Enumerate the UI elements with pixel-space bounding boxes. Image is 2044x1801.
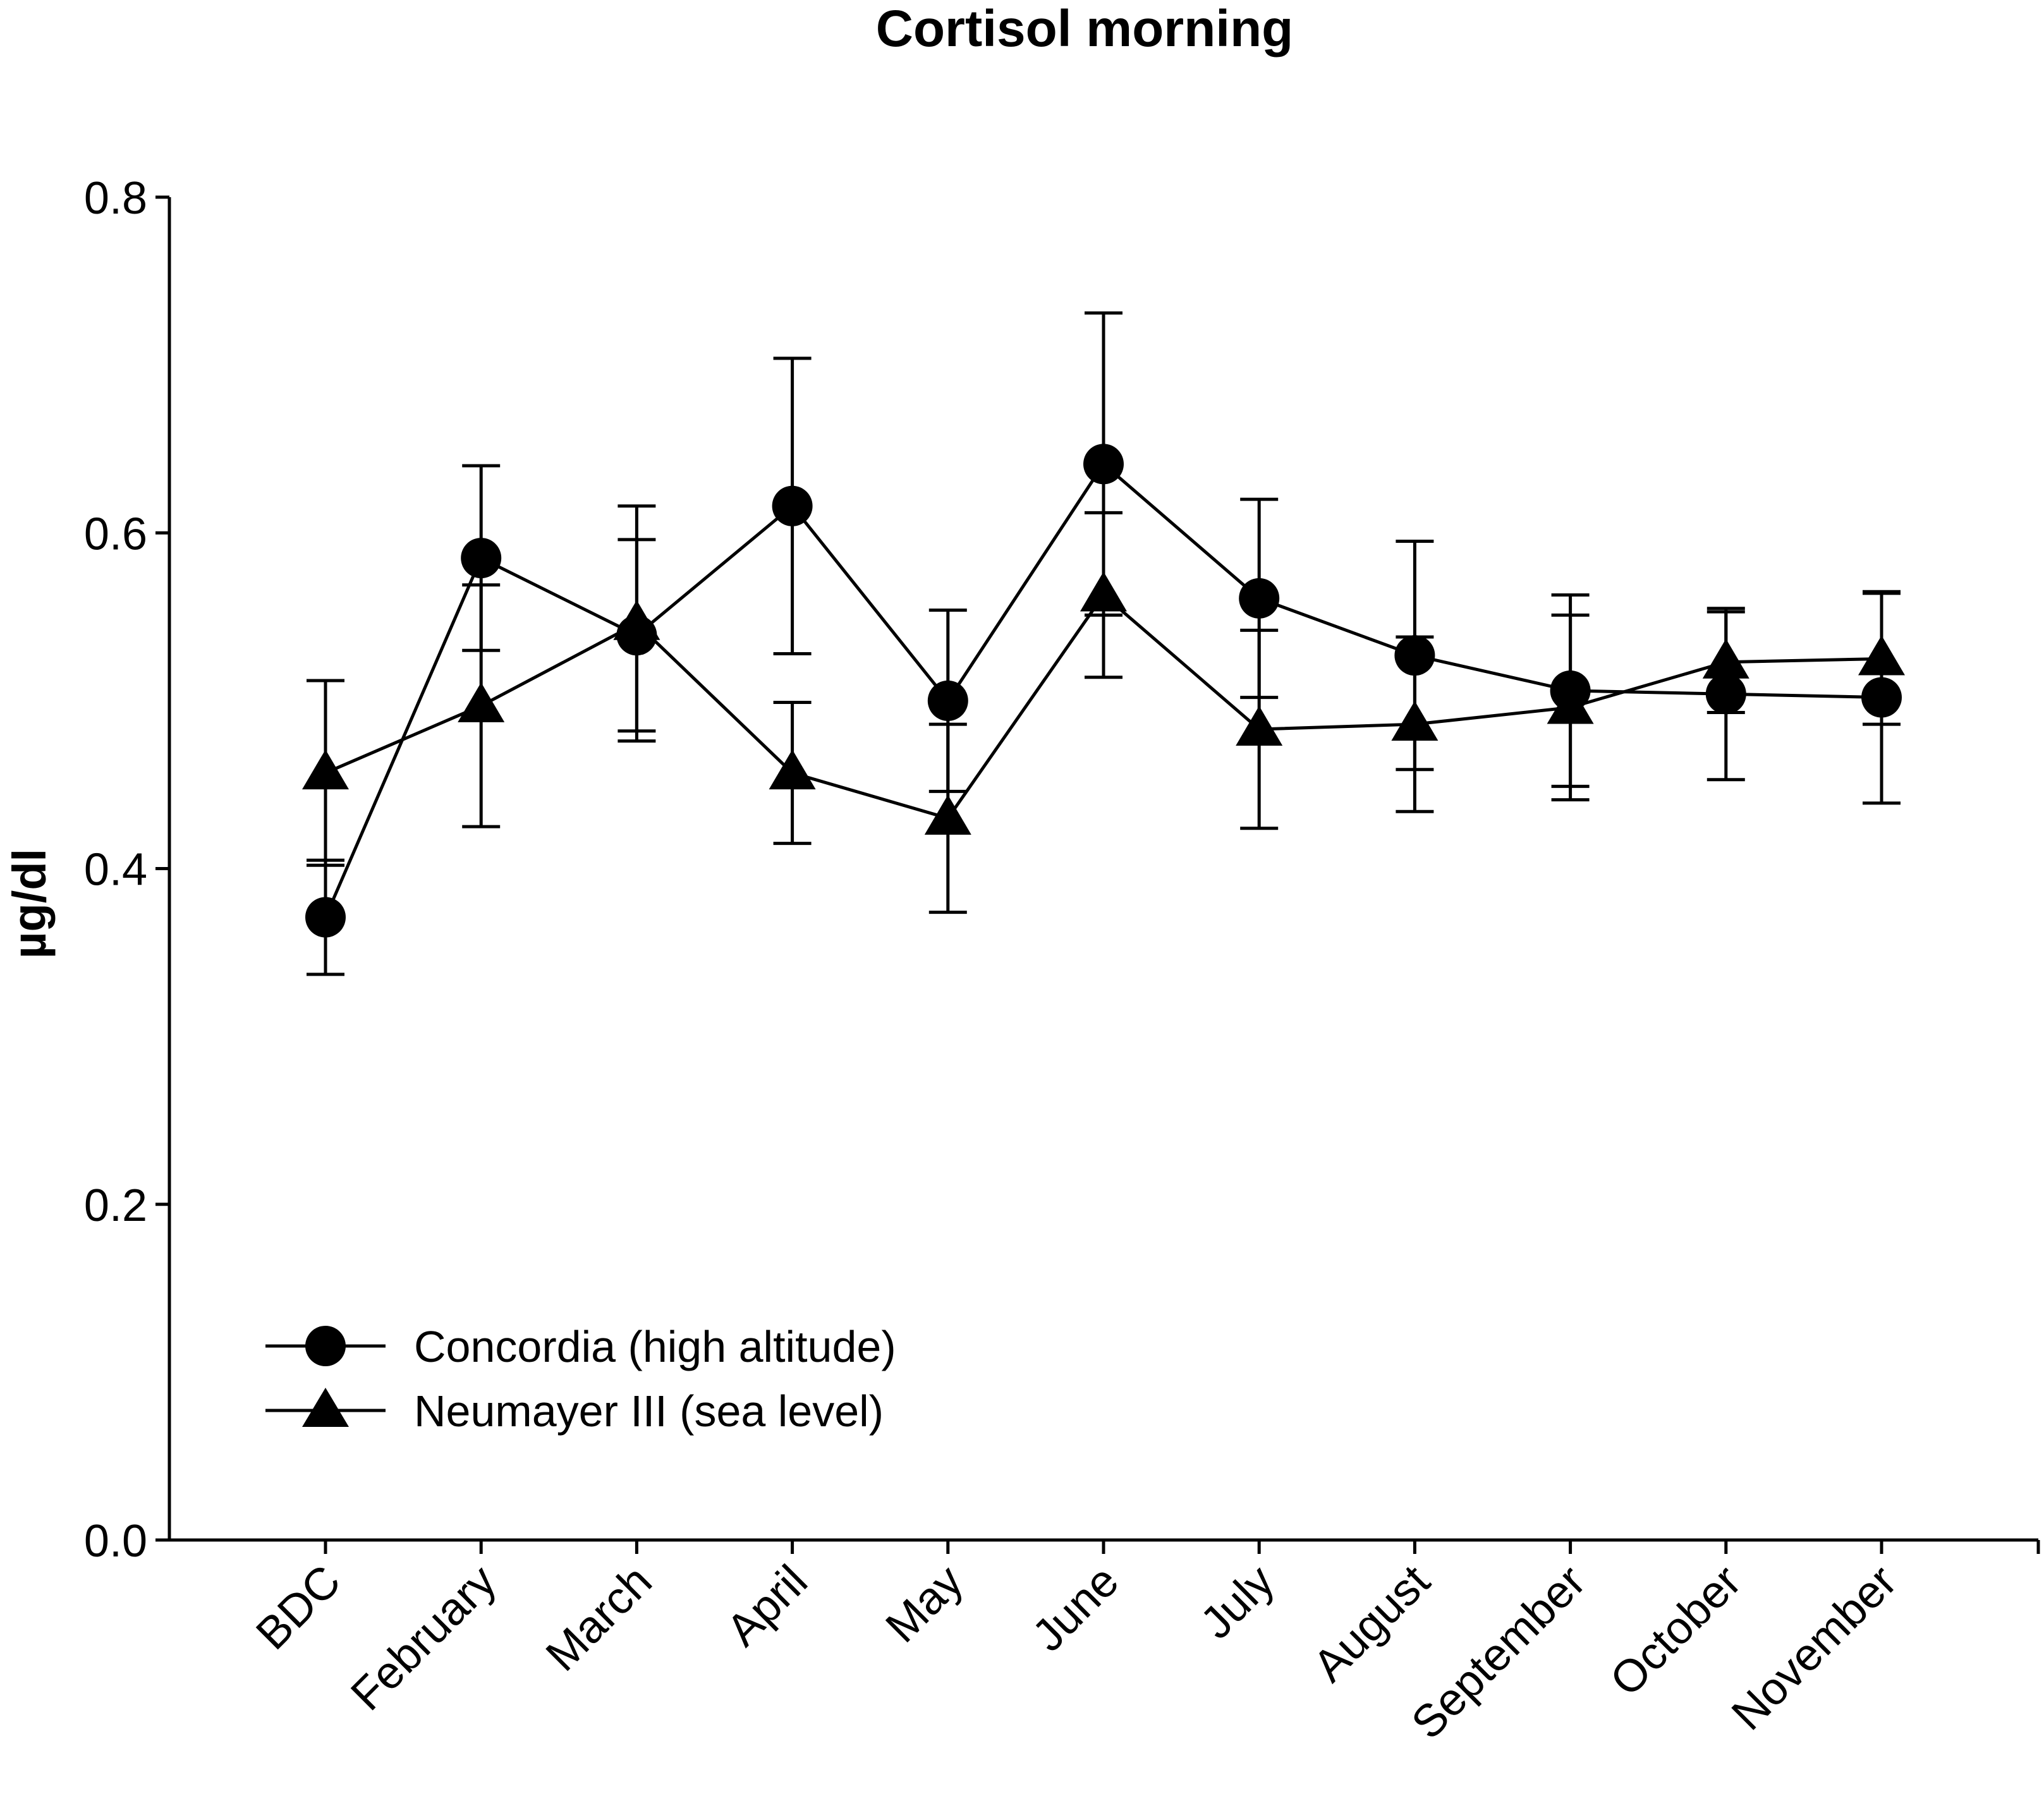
y-tick-label: 0.2 bbox=[84, 1180, 147, 1231]
tick-marks bbox=[155, 195, 2040, 1554]
data-point-neumayer bbox=[458, 682, 505, 722]
legend: Concordia (high altitude) Neumayer III (… bbox=[265, 1322, 896, 1436]
legend-label-neumayer: Neumayer III (sea level) bbox=[414, 1386, 884, 1436]
data-point-concordia bbox=[1705, 674, 1746, 715]
y-axis-label: µg/dl bbox=[3, 849, 56, 959]
data-point-concordia bbox=[927, 680, 968, 721]
data-point-neumayer bbox=[1391, 701, 1439, 741]
y-tick-label: 0.6 bbox=[84, 509, 147, 559]
error-bars bbox=[307, 311, 1901, 976]
data-point-neumayer bbox=[769, 749, 816, 790]
x-tick-label: February bbox=[341, 1556, 506, 1720]
data-point-concordia bbox=[1394, 635, 1435, 676]
x-tick-label: April bbox=[717, 1556, 817, 1656]
y-tick-label: 0.8 bbox=[84, 173, 147, 224]
data-point-concordia bbox=[305, 897, 346, 938]
data-point-concordia bbox=[1861, 677, 1902, 718]
x-tick-label: March bbox=[537, 1556, 662, 1681]
data-point-neumayer bbox=[613, 600, 660, 640]
chart-title: Cortisol morning bbox=[876, 0, 1294, 58]
data-point-neumayer bbox=[1702, 638, 1749, 679]
x-tick-label: October bbox=[1600, 1556, 1751, 1706]
data-point-concordia bbox=[1239, 578, 1280, 619]
y-tick-label: 0.0 bbox=[84, 1516, 147, 1567]
y-tick-label: 0.4 bbox=[84, 845, 147, 895]
x-tick-label: July bbox=[1191, 1556, 1284, 1649]
x-tick-label: June bbox=[1023, 1556, 1128, 1661]
data-point-neumayer bbox=[1080, 571, 1127, 612]
data-point-neumayer bbox=[1858, 635, 1905, 676]
legend-label-concordia: Concordia (high altitude) bbox=[414, 1322, 896, 1371]
x-tick-label: November bbox=[1722, 1556, 1906, 1740]
data-point-neumayer bbox=[302, 749, 349, 790]
data-point-concordia bbox=[1083, 444, 1124, 485]
data-point-neumayer bbox=[1547, 684, 1594, 724]
x-tick-label: BDC bbox=[246, 1556, 350, 1659]
data-point-neumayer bbox=[1236, 706, 1283, 746]
data-markers bbox=[302, 444, 1905, 938]
x-tick-label: August bbox=[1304, 1556, 1440, 1692]
x-tick-label: May bbox=[876, 1556, 973, 1652]
legend-marker-concordia bbox=[305, 1326, 346, 1366]
data-point-neumayer bbox=[924, 794, 971, 835]
data-point-concordia bbox=[772, 485, 813, 526]
legend-marker-neumayer bbox=[302, 1388, 349, 1427]
data-point-concordia bbox=[461, 538, 502, 579]
